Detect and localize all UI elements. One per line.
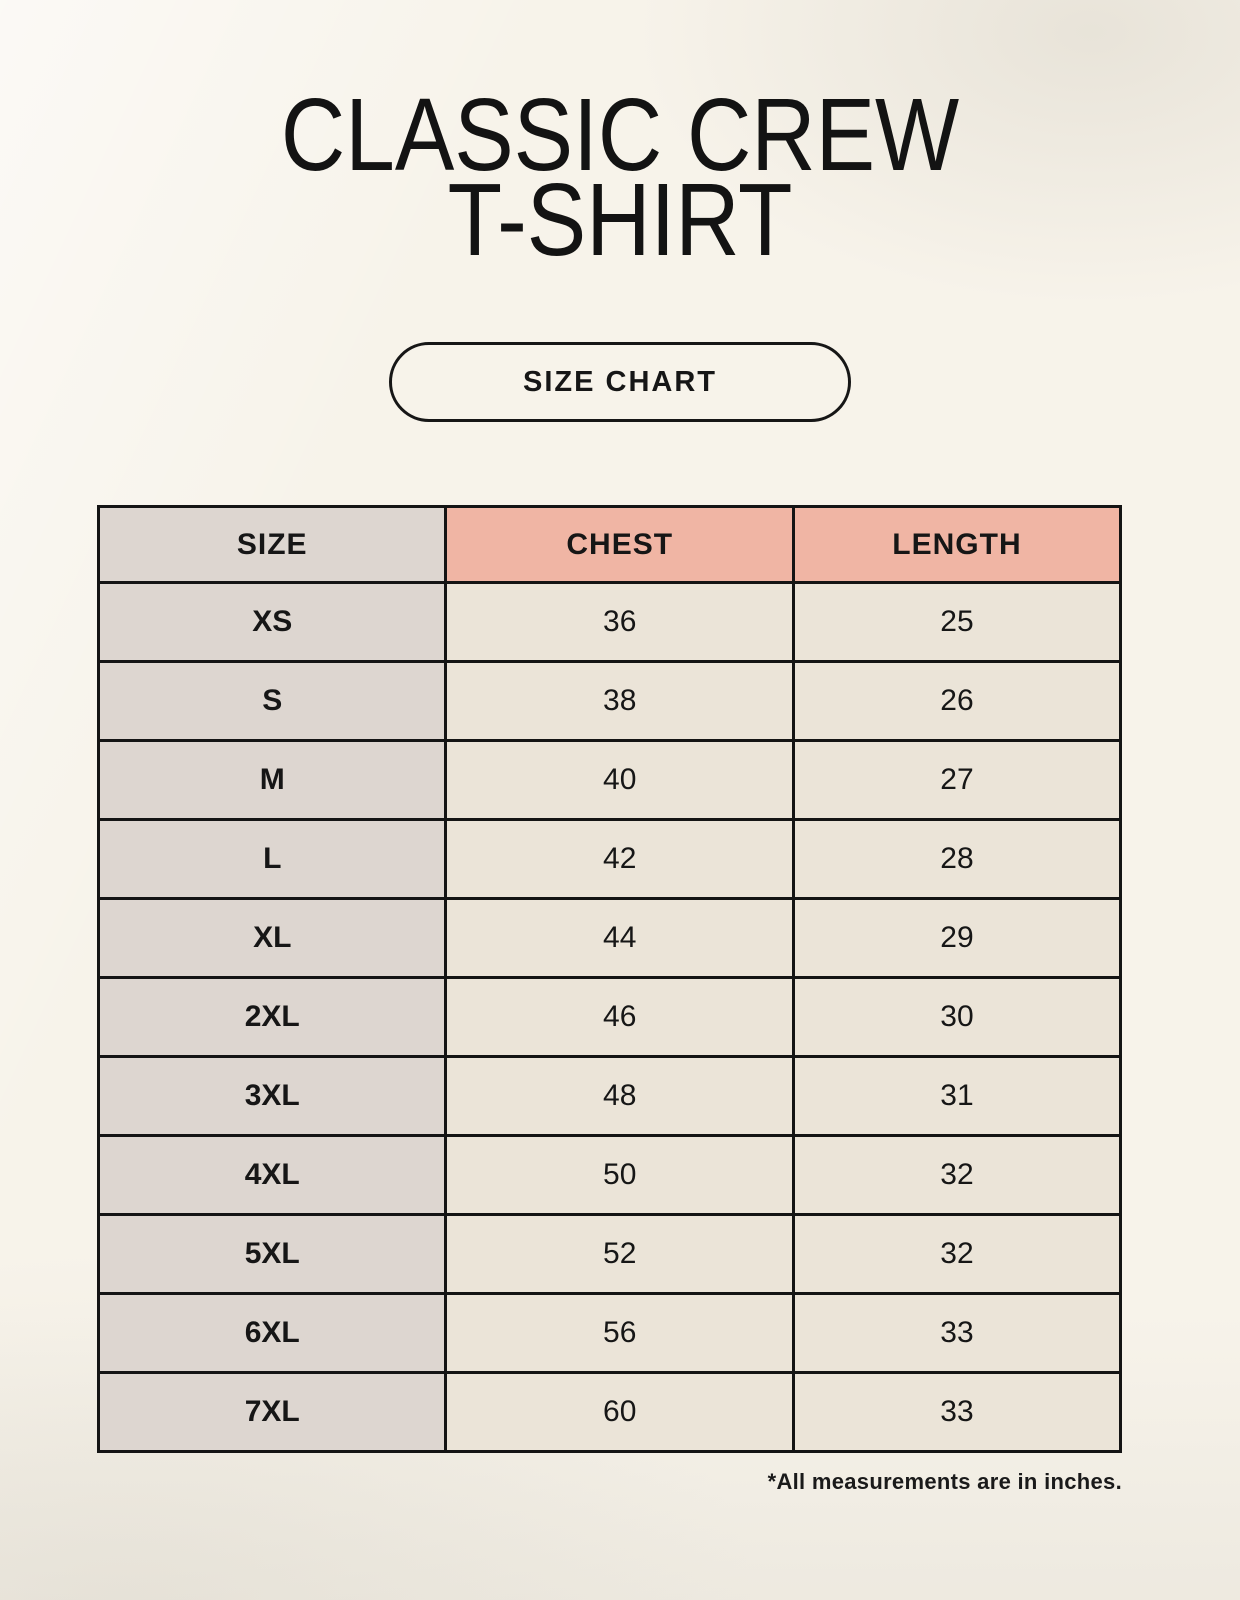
size-cell: 5XL bbox=[96, 1213, 448, 1295]
chest-cell: 46 bbox=[444, 976, 795, 1058]
length-cell: 33 bbox=[791, 1292, 1123, 1374]
length-cell: 26 bbox=[791, 660, 1123, 742]
size-cell: XL bbox=[96, 897, 448, 979]
table-row: L 42 28 bbox=[96, 818, 1123, 900]
size-chart-table: SIZE CHEST LENGTH XS 36 25 S 38 26 M 40 … bbox=[96, 505, 1123, 1453]
chest-cell: 44 bbox=[444, 897, 795, 979]
length-cell: 29 bbox=[791, 897, 1123, 979]
chest-cell: 48 bbox=[444, 1055, 795, 1137]
chest-cell: 52 bbox=[444, 1213, 795, 1295]
table-row: 5XL 52 32 bbox=[96, 1213, 1123, 1295]
table-row: XL 44 29 bbox=[96, 897, 1123, 979]
chest-cell: 40 bbox=[444, 739, 795, 821]
chest-cell: 38 bbox=[444, 660, 795, 742]
table-header-row: SIZE CHEST LENGTH bbox=[96, 505, 1123, 584]
chest-cell: 36 bbox=[444, 581, 795, 663]
size-cell: 4XL bbox=[96, 1134, 448, 1216]
size-cell: L bbox=[96, 818, 448, 900]
table-row: 6XL 56 33 bbox=[96, 1292, 1123, 1374]
size-column-header: SIZE bbox=[96, 505, 448, 584]
table-row: 2XL 46 30 bbox=[96, 976, 1123, 1058]
table-row: XS 36 25 bbox=[96, 581, 1123, 663]
length-cell: 32 bbox=[791, 1213, 1123, 1295]
page-title-line2: T-SHIRT bbox=[447, 162, 793, 277]
chest-cell: 56 bbox=[444, 1292, 795, 1374]
size-cell: 2XL bbox=[96, 976, 448, 1058]
chest-column-header: CHEST bbox=[444, 505, 795, 584]
size-chart-button[interactable]: SIZE CHART bbox=[389, 342, 851, 422]
length-cell: 27 bbox=[791, 739, 1123, 821]
size-cell: XS bbox=[96, 581, 448, 663]
length-cell: 32 bbox=[791, 1134, 1123, 1216]
length-cell: 25 bbox=[791, 581, 1123, 663]
table-row: 3XL 48 31 bbox=[96, 1055, 1123, 1137]
table-row: M 40 27 bbox=[96, 739, 1123, 821]
length-cell: 28 bbox=[791, 818, 1123, 900]
table-row: 7XL 60 33 bbox=[96, 1371, 1123, 1453]
size-cell: 3XL bbox=[96, 1055, 448, 1137]
size-cell: 7XL bbox=[96, 1371, 448, 1453]
page-title: CLASSIC CREW T-SHIRT bbox=[280, 77, 960, 277]
chest-cell: 42 bbox=[444, 818, 795, 900]
length-cell: 30 bbox=[791, 976, 1123, 1058]
length-cell: 31 bbox=[791, 1055, 1123, 1137]
length-column-header: LENGTH bbox=[791, 505, 1123, 584]
size-cell: 6XL bbox=[96, 1292, 448, 1374]
page-header: CLASSIC CREW T-SHIRT bbox=[0, 0, 1240, 277]
size-cell: S bbox=[96, 660, 448, 742]
size-cell: M bbox=[96, 739, 448, 821]
chest-cell: 50 bbox=[444, 1134, 795, 1216]
table-row: 4XL 50 32 bbox=[96, 1134, 1123, 1216]
chest-cell: 60 bbox=[444, 1371, 795, 1453]
measurements-footnote: *All measurements are in inches. bbox=[767, 1469, 1122, 1494]
badge-container: SIZE CHART bbox=[0, 342, 1240, 422]
page-title-line1: CLASSIC CREW bbox=[280, 77, 960, 192]
table-row: S 38 26 bbox=[96, 660, 1123, 742]
length-cell: 33 bbox=[791, 1371, 1123, 1453]
